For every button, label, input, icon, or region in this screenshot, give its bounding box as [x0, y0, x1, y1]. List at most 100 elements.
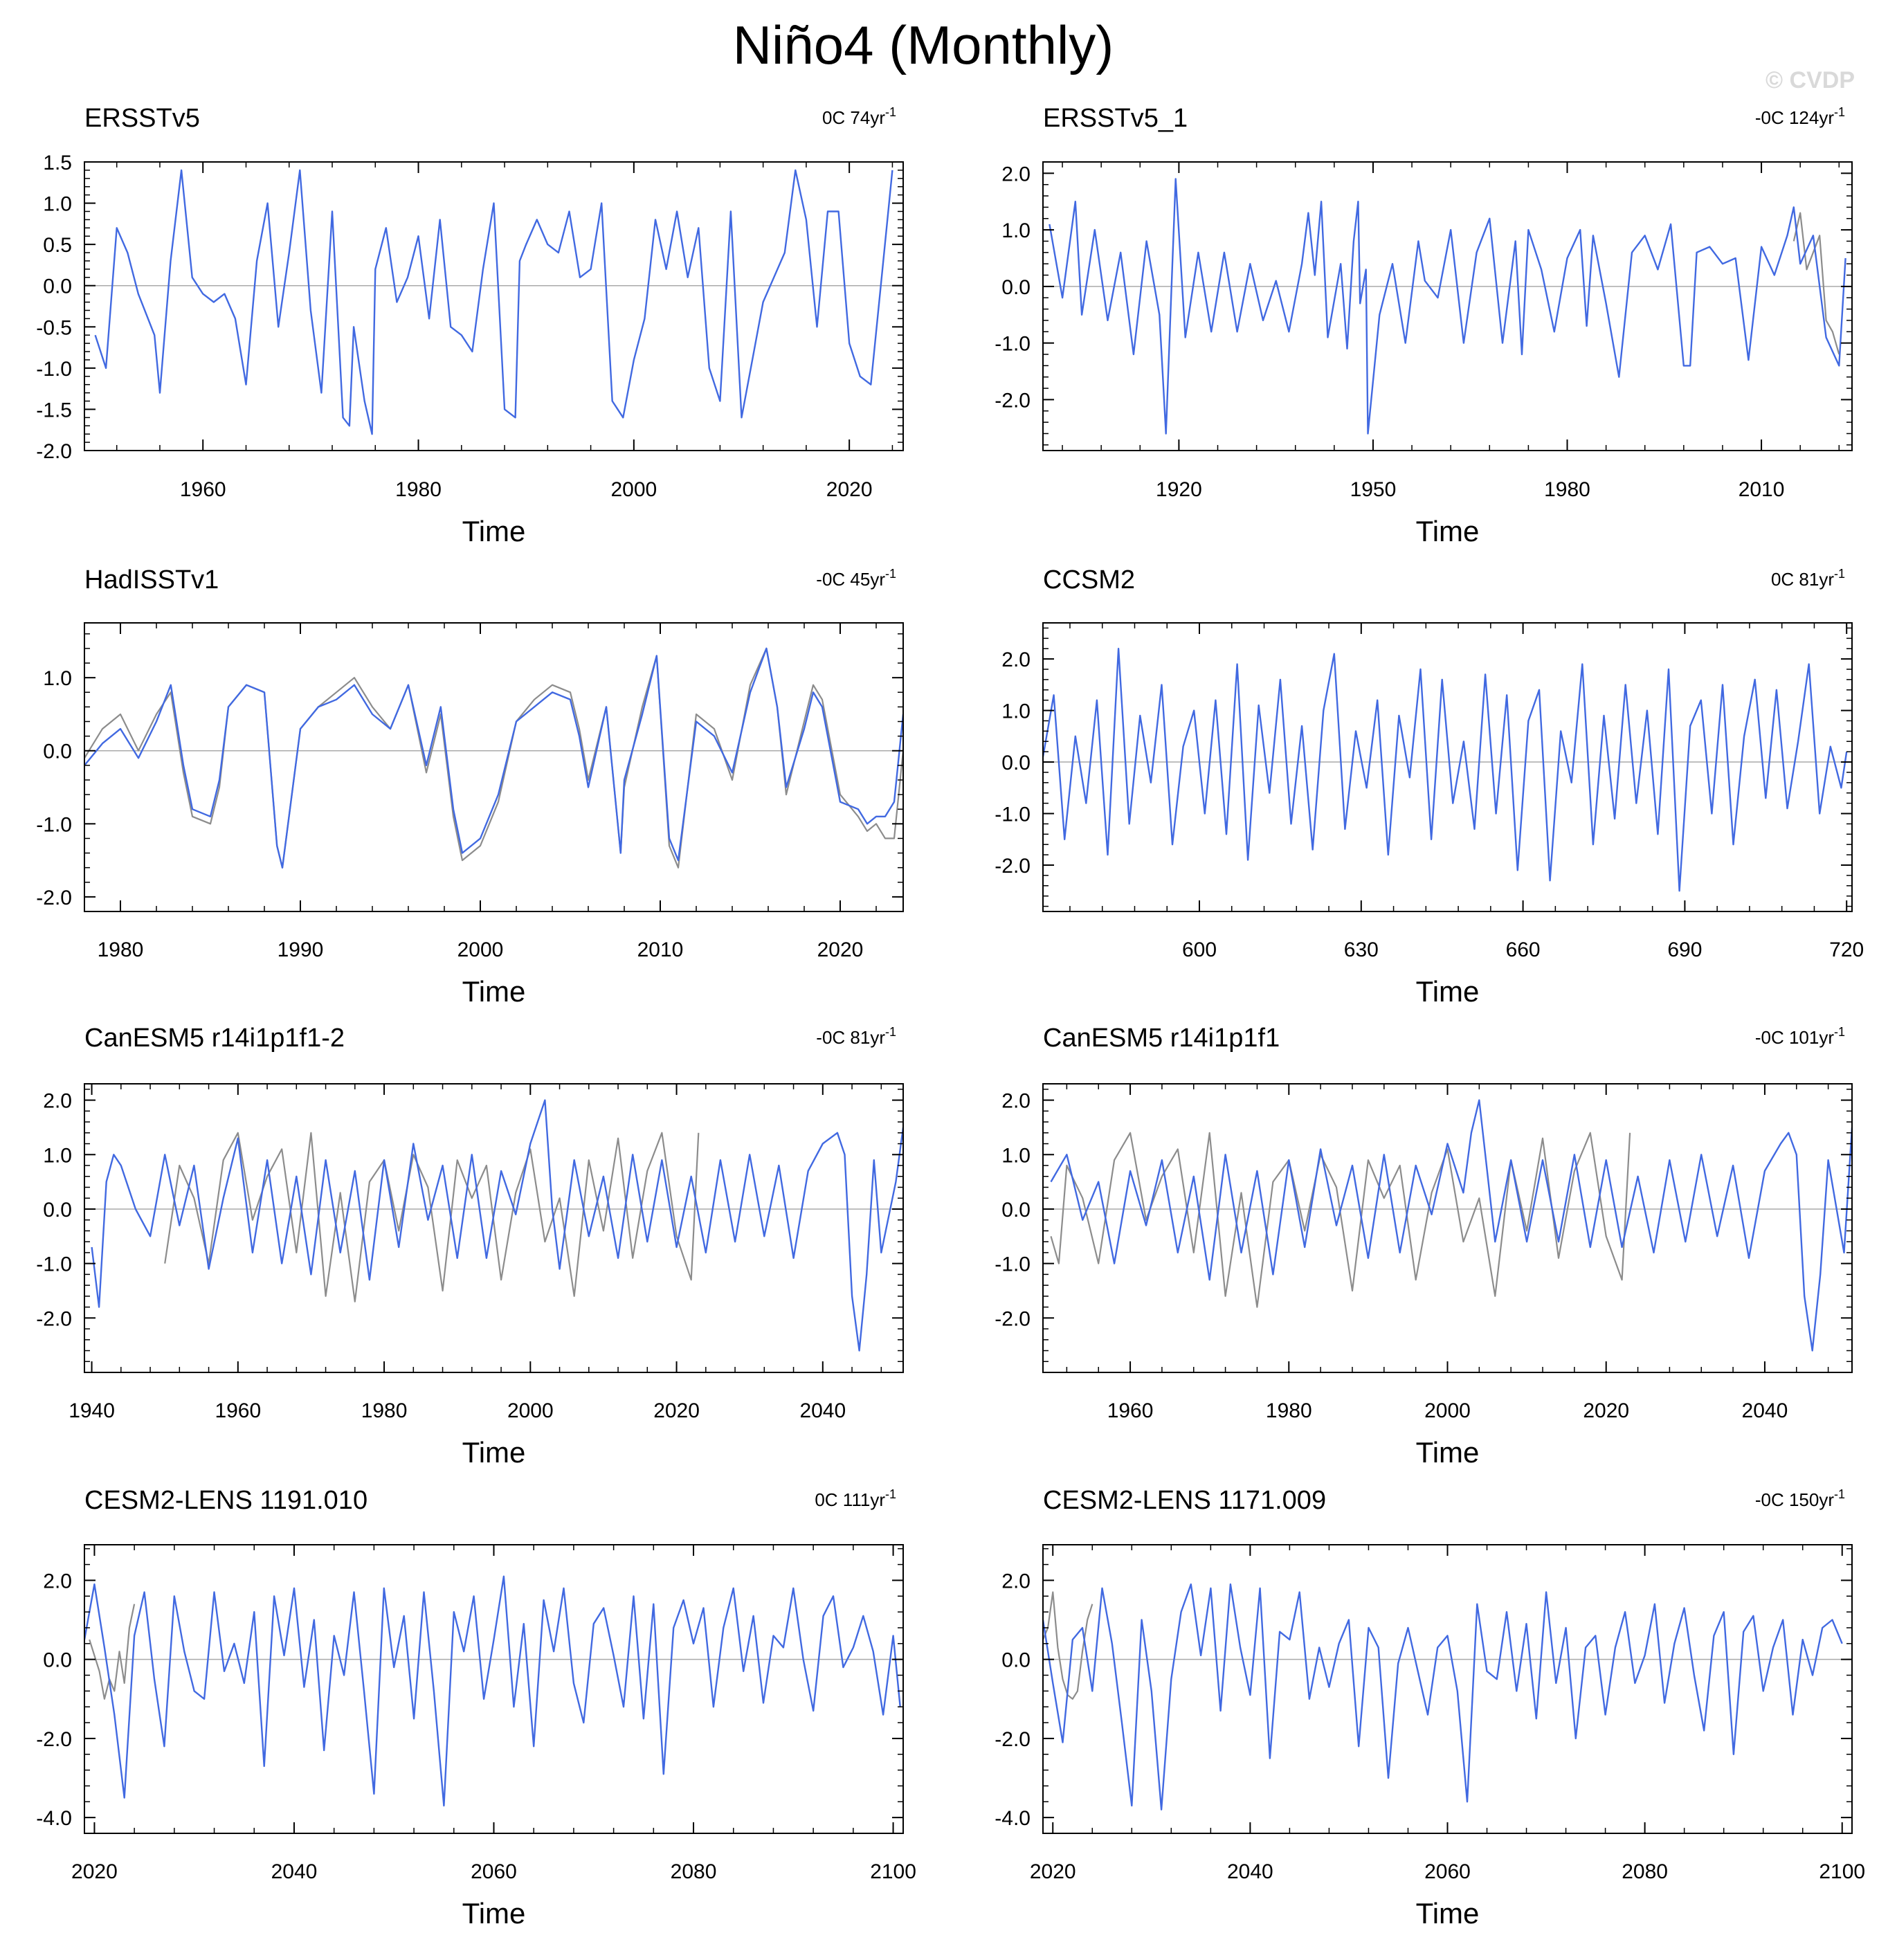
x-tick-label: 2080	[671, 1860, 717, 1883]
panel-title: CCSM2	[1043, 565, 1135, 595]
main-series-line	[84, 1575, 901, 1807]
panel-stats: -0C 124yr-1	[1755, 105, 1845, 128]
stats-value: -0C 101yr	[1755, 1027, 1834, 1048]
panel-3: HadISSTv1 -0C 45yr-1 1980 1990 2000 2010 2020 -…	[36, 565, 904, 1008]
x-tick-label: 2010	[1739, 478, 1785, 501]
y-tick-label: -2.0	[995, 1728, 1031, 1751]
x-axis-label: Time	[462, 515, 526, 547]
stats-value: -0C 45yr	[816, 569, 885, 590]
plot-frame	[1042, 1083, 1853, 1373]
stats-value: -0C 150yr	[1755, 1489, 1834, 1510]
panel-stats: 0C 74yr-1	[822, 105, 896, 128]
panel-title: HadISSTv1	[84, 565, 219, 595]
x-axis-label: Time	[1416, 975, 1480, 1008]
x-tick-label: 1920	[1156, 478, 1202, 501]
x-tick-label: 2000	[457, 938, 504, 961]
y-tick-label: -2.0	[995, 389, 1031, 412]
y-tick-label: -2.0	[36, 1728, 72, 1751]
stats-exponent: -1	[1834, 1025, 1845, 1039]
x-tick-label: 2040	[271, 1860, 318, 1883]
y-tick-label: 0.0	[1001, 276, 1031, 299]
panel-title: CanESM5 r14i1p1f1-2	[84, 1024, 345, 1053]
y-tick-label: 2.0	[1001, 1090, 1031, 1113]
x-tick-label: 2000	[507, 1399, 554, 1422]
y-tick-label: 0.0	[1001, 1199, 1031, 1222]
y-tick-label: -2.0	[36, 440, 72, 463]
x-tick-label: 2020	[71, 1860, 118, 1883]
y-tick-label: 1.0	[1001, 219, 1031, 242]
plot-frame	[1042, 161, 1853, 451]
y-tick-label: 2.0	[1001, 163, 1031, 185]
y-tick-label: 0.5	[43, 234, 72, 257]
figure-title: Niño4 (Monthly)	[733, 15, 1114, 75]
panel-stats: -0C 150yr-1	[1755, 1487, 1845, 1510]
panel-stats: -0C 101yr-1	[1755, 1025, 1845, 1048]
panel-4: CCSM2 0C 81yr-1 600 630 660 690 720 -2.0 -1.0 0.0…	[995, 565, 1864, 1008]
plot-frame	[84, 161, 904, 451]
y-tick-label: -1.0	[995, 1253, 1031, 1276]
x-tick-label: 2100	[870, 1860, 916, 1883]
y-tick-label: -1.0	[36, 1253, 72, 1276]
main-series-line	[84, 647, 903, 869]
y-tick-label: 2.0	[1001, 1570, 1031, 1592]
stats-exponent: -1	[885, 1025, 896, 1039]
y-tick-label: 0.0	[43, 741, 72, 763]
x-tick-label: 2100	[1819, 1860, 1865, 1883]
x-tick-label: 1960	[1107, 1399, 1154, 1422]
panel-2: ERSSTv5_1 -0C 124yr-1 1920 1950 1980 2010 -2.0…	[995, 104, 1853, 547]
x-tick-label: 1980	[1266, 1399, 1312, 1422]
main-series-line	[1049, 178, 1846, 435]
y-tick-label: 0.0	[1001, 1649, 1031, 1672]
y-tick-label: -2.0	[36, 1307, 72, 1330]
y-tick-label: -1.0	[995, 804, 1031, 826]
plot-frame	[1042, 622, 1853, 912]
x-tick-label: 1990	[278, 938, 324, 961]
y-tick-label: 0.0	[43, 275, 72, 298]
x-tick-label: 2040	[1227, 1860, 1273, 1883]
panel-stats: -0C 45yr-1	[816, 567, 896, 590]
reference-series-line	[89, 1604, 136, 1700]
panel-stats: 0C 111yr-1	[815, 1487, 896, 1510]
y-tick-label: 1.0	[43, 1144, 72, 1167]
stats-exponent: -1	[1834, 1487, 1845, 1501]
panel-title: ERSSTv5	[84, 104, 200, 133]
y-tick-label: 2.0	[43, 1090, 72, 1113]
x-tick-label: 660	[1506, 938, 1541, 961]
x-tick-label: 630	[1344, 938, 1379, 961]
y-tick-label: -2.0	[995, 1307, 1031, 1330]
x-axis-label: Time	[1416, 1897, 1480, 1930]
x-tick-label: 1980	[361, 1399, 408, 1422]
y-tick-label: 1.0	[43, 667, 72, 690]
panel-5: CanESM5 r14i1p1f1-2 -0C 81yr-1 1940 1960 198…	[36, 1024, 904, 1469]
x-tick-label: 720	[1829, 938, 1864, 961]
x-tick-label: 2020	[826, 478, 873, 501]
x-tick-label: 2020	[653, 1399, 700, 1422]
panel-1: ERSSTv5 0C 74yr-1 1960 1980 2000 2020 -2.0 -1.5…	[36, 104, 904, 547]
x-tick-label: 1960	[215, 1399, 261, 1422]
x-tick-label: 2040	[799, 1399, 846, 1422]
panel-7: CESM2-LENS 1191.010 0C 111yr-1 2020 2040 206…	[36, 1486, 916, 1930]
stats-exponent: -1	[1834, 105, 1845, 119]
main-series-line	[1043, 1583, 1843, 1811]
panel-title: CESM2-LENS 1191.010	[84, 1486, 367, 1515]
y-tick-label: -1.0	[36, 813, 72, 836]
x-tick-label: 2060	[1424, 1860, 1471, 1883]
stats-exponent: -1	[885, 1487, 896, 1501]
x-tick-label: 2010	[637, 938, 684, 961]
x-tick-label: 2060	[471, 1860, 517, 1883]
y-tick-label: 1.0	[1001, 1144, 1031, 1167]
reference-series-line	[164, 1132, 700, 1303]
main-series-line	[1043, 648, 1848, 892]
y-tick-label: 2.0	[43, 1570, 72, 1592]
y-tick-label: 2.0	[1001, 648, 1031, 671]
main-series-line	[91, 1099, 903, 1352]
x-tick-label: 2020	[1583, 1399, 1629, 1422]
x-tick-label: 2040	[1742, 1399, 1788, 1422]
panel-8: CESM2-LENS 1171.009 -0C 150yr-1 2020 2040 20…	[995, 1486, 1865, 1930]
x-tick-label: 1940	[69, 1399, 115, 1422]
y-tick-label: -2.0	[36, 887, 72, 909]
x-tick-label: 2000	[610, 478, 657, 501]
plot-frame	[84, 622, 904, 912]
x-tick-label: 1950	[1350, 478, 1397, 501]
x-tick-label: 1980	[98, 938, 144, 961]
